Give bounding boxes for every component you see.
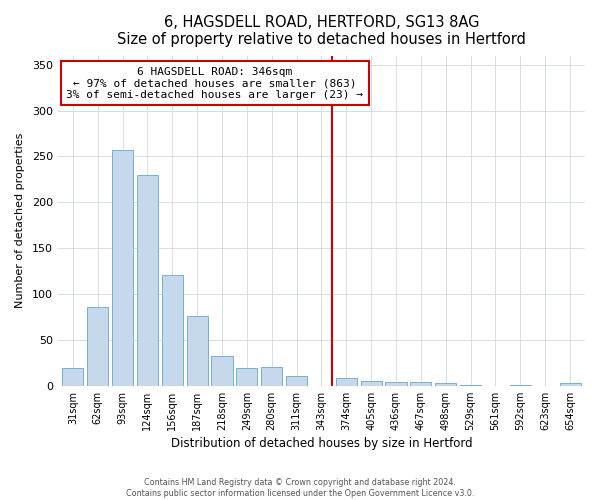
Bar xyxy=(112,150,133,386)
Text: Contains HM Land Registry data © Crown copyright and database right 2024.
Contai: Contains HM Land Registry data © Crown c… xyxy=(126,478,474,498)
Bar xyxy=(211,356,233,386)
Text: 6 HAGSDELL ROAD: 346sqm
← 97% of detached houses are smaller (863)
3% of semi-de: 6 HAGSDELL ROAD: 346sqm ← 97% of detache… xyxy=(67,66,364,100)
Bar xyxy=(361,381,382,386)
Bar xyxy=(510,385,531,386)
Bar xyxy=(162,275,183,386)
Bar xyxy=(336,378,357,386)
Bar xyxy=(137,175,158,386)
Bar xyxy=(435,383,457,386)
Bar xyxy=(460,385,481,386)
Bar xyxy=(62,368,83,386)
Title: 6, HAGSDELL ROAD, HERTFORD, SG13 8AG
Size of property relative to detached house: 6, HAGSDELL ROAD, HERTFORD, SG13 8AG Siz… xyxy=(117,15,526,48)
Bar xyxy=(410,382,431,386)
Bar xyxy=(187,316,208,386)
Bar xyxy=(286,376,307,386)
Y-axis label: Number of detached properties: Number of detached properties xyxy=(15,133,25,308)
X-axis label: Distribution of detached houses by size in Hertford: Distribution of detached houses by size … xyxy=(170,437,472,450)
Bar xyxy=(87,307,108,386)
Bar xyxy=(261,368,283,386)
Bar xyxy=(385,382,407,386)
Bar xyxy=(560,383,581,386)
Bar xyxy=(236,368,257,386)
